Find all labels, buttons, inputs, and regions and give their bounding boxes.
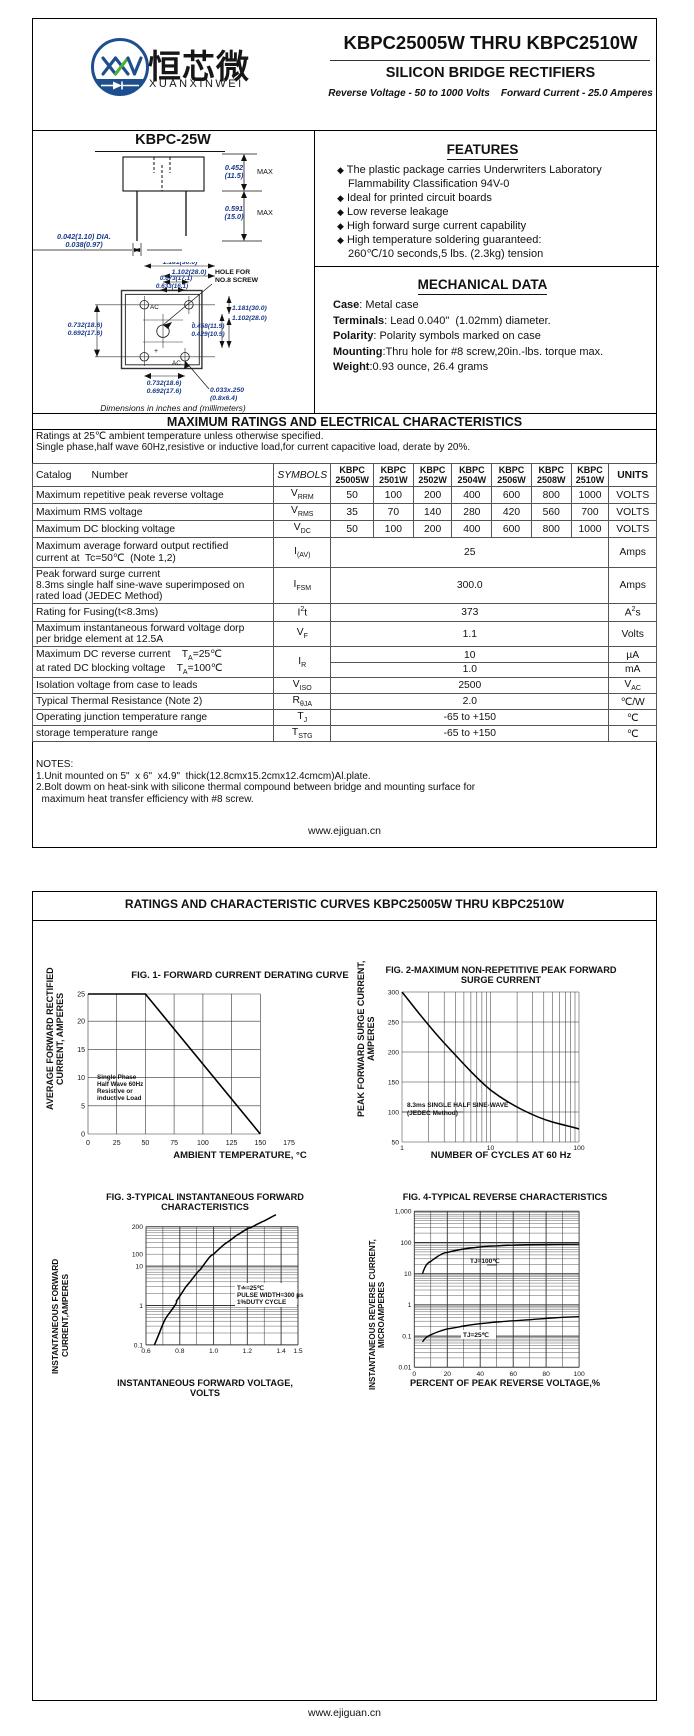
svg-text:175: 175	[283, 1140, 295, 1145]
svg-text:MAX: MAX	[257, 208, 273, 217]
svg-text:0.6: 0.6	[141, 1348, 151, 1355]
svg-text:0.458(11.9): 0.458(11.9)	[192, 323, 225, 330]
svg-text:150: 150	[254, 1140, 266, 1145]
svg-text:5: 5	[81, 1103, 85, 1110]
svg-text:0.429(10.9): 0.429(10.9)	[191, 331, 224, 338]
svg-text:Single Phase: Single Phase	[97, 1074, 137, 1081]
svg-text:0.1: 0.1	[402, 1333, 412, 1340]
svg-text:20: 20	[77, 1019, 85, 1026]
svg-text:25: 25	[113, 1140, 121, 1145]
svg-text:0.673(17.1): 0.673(17.1)	[160, 275, 192, 282]
svg-text:inductive Load: inductive Load	[97, 1095, 142, 1102]
svg-text:100: 100	[197, 1140, 209, 1145]
svg-text:(0.8x6.4): (0.8x6.4)	[210, 395, 238, 402]
svg-text:200: 200	[388, 1050, 399, 1057]
svg-text:125: 125	[226, 1140, 238, 1145]
svg-text:0.8: 0.8	[175, 1348, 185, 1355]
svg-text:100: 100	[574, 1371, 585, 1378]
svg-text:1,000: 1,000	[395, 1209, 412, 1216]
svg-text:0: 0	[412, 1371, 416, 1378]
svg-text:1.5: 1.5	[293, 1348, 303, 1355]
svg-text:10: 10	[77, 1075, 85, 1082]
svg-text:0: 0	[86, 1140, 90, 1145]
svg-text:PULSE WIDTH=300 µs: PULSE WIDTH=300 µs	[237, 1292, 304, 1299]
svg-text:MAX: MAX	[257, 167, 273, 176]
svg-text:HOLE FOR: HOLE FOR	[215, 269, 250, 276]
svg-text:1.2: 1.2	[243, 1348, 253, 1355]
svg-text:100: 100	[573, 1145, 584, 1150]
svg-text:1.102(28.0): 1.102(28.0)	[232, 315, 268, 322]
svg-text:100: 100	[388, 1110, 399, 1117]
svg-text:0.732(18.6): 0.732(18.6)	[68, 322, 104, 329]
svg-text:10: 10	[136, 1264, 144, 1271]
svg-text:(15.0): (15.0)	[224, 212, 244, 221]
svg-text:T≐=25℃: T≐=25℃	[237, 1285, 264, 1292]
svg-text:+: +	[154, 348, 158, 355]
svg-text:NO.8 SCREW: NO.8 SCREW	[215, 277, 259, 284]
svg-text:10: 10	[487, 1145, 495, 1150]
svg-text:1: 1	[408, 1302, 412, 1309]
svg-text:50: 50	[392, 1140, 400, 1147]
svg-text:8.3ms SINGLE HALF SINE-WAVE: 8.3ms SINGLE HALF SINE-WAVE	[407, 1102, 509, 1109]
svg-text:60: 60	[509, 1371, 517, 1378]
svg-text:TJ=25℃: TJ=25℃	[463, 1331, 490, 1339]
svg-text:0.01: 0.01	[398, 1365, 411, 1372]
svg-text:(JEDEC Method): (JEDEC Method)	[407, 1110, 458, 1117]
svg-text:1: 1	[400, 1145, 404, 1150]
svg-text:1.4: 1.4	[276, 1348, 286, 1355]
svg-text:100: 100	[400, 1240, 411, 1247]
svg-text:Resistive or: Resistive or	[97, 1088, 133, 1095]
svg-text:20: 20	[444, 1371, 452, 1378]
svg-text:300: 300	[388, 990, 399, 997]
svg-text:0.633(16.1): 0.633(16.1)	[156, 283, 188, 290]
svg-text:1.181(30.0): 1.181(30.0)	[163, 262, 199, 266]
svg-text:AC: AC	[172, 360, 181, 367]
svg-text:0.033x.250: 0.033x.250	[210, 387, 244, 394]
svg-text:0.692(17.6): 0.692(17.6)	[147, 388, 183, 395]
svg-text:1.0: 1.0	[209, 1348, 219, 1355]
svg-text:0: 0	[81, 1132, 85, 1139]
svg-text:150: 150	[388, 1080, 399, 1087]
svg-text:75: 75	[170, 1140, 178, 1145]
svg-text:AC: AC	[150, 304, 159, 311]
svg-text:25: 25	[77, 992, 85, 999]
svg-text:15: 15	[77, 1047, 85, 1054]
svg-text:1.181(30.0): 1.181(30.0)	[232, 305, 268, 312]
svg-text:50: 50	[142, 1140, 150, 1145]
svg-text:(11.5): (11.5)	[225, 171, 244, 180]
svg-text:40: 40	[476, 1371, 484, 1378]
svg-text:80: 80	[542, 1371, 550, 1378]
svg-text:100: 100	[132, 1252, 143, 1259]
svg-text:0.692(17.6): 0.692(17.6)	[68, 330, 104, 337]
svg-text:250: 250	[388, 1020, 399, 1027]
svg-text:0.732(18.6): 0.732(18.6)	[147, 380, 183, 387]
svg-text:1%DUTY CYCLE: 1%DUTY CYCLE	[237, 1299, 286, 1306]
svg-text:10: 10	[404, 1271, 412, 1278]
svg-text:1: 1	[139, 1303, 143, 1310]
svg-text:Half Wave 60Hz: Half Wave 60Hz	[97, 1081, 143, 1088]
svg-text:0.038(0.97): 0.038(0.97)	[65, 240, 103, 249]
svg-text:TJ=100℃: TJ=100℃	[470, 1257, 500, 1265]
svg-text:200: 200	[132, 1224, 143, 1231]
